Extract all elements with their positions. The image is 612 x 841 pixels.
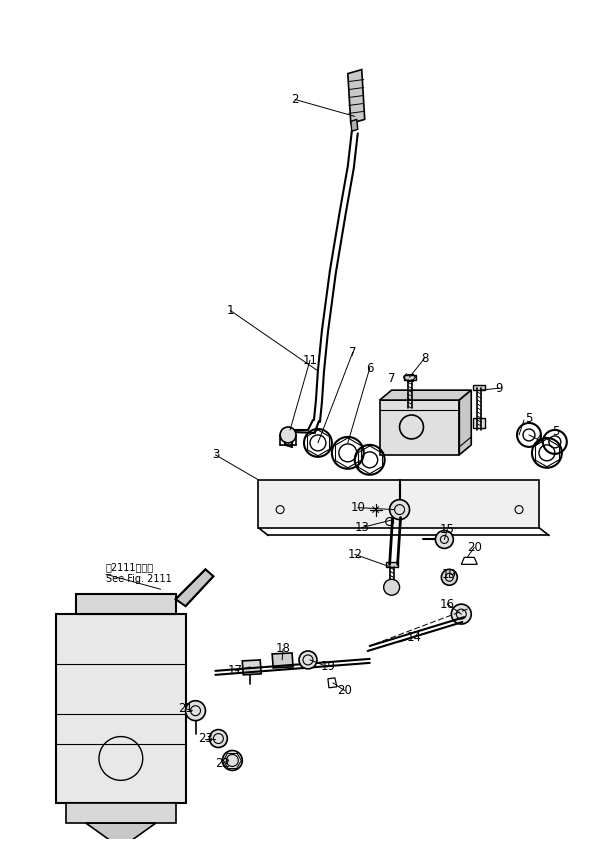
Polygon shape bbox=[86, 823, 155, 841]
Polygon shape bbox=[56, 614, 185, 803]
Circle shape bbox=[390, 500, 409, 520]
Circle shape bbox=[209, 730, 228, 748]
Text: 23: 23 bbox=[198, 732, 213, 745]
Text: 14: 14 bbox=[407, 631, 422, 643]
Text: 2: 2 bbox=[291, 93, 299, 106]
Text: 5: 5 bbox=[552, 426, 559, 438]
Circle shape bbox=[222, 750, 242, 770]
Polygon shape bbox=[258, 479, 539, 527]
Polygon shape bbox=[272, 653, 293, 668]
Polygon shape bbox=[348, 70, 365, 124]
Text: 15: 15 bbox=[440, 523, 455, 536]
Text: 20: 20 bbox=[337, 685, 353, 697]
Text: 10: 10 bbox=[350, 501, 365, 514]
Circle shape bbox=[384, 579, 400, 595]
Text: 17: 17 bbox=[228, 664, 243, 677]
Text: 8: 8 bbox=[421, 352, 428, 365]
Circle shape bbox=[185, 701, 206, 721]
Text: 18: 18 bbox=[275, 643, 291, 655]
Circle shape bbox=[299, 651, 317, 669]
Polygon shape bbox=[242, 660, 261, 674]
Circle shape bbox=[435, 531, 453, 548]
Circle shape bbox=[280, 427, 296, 443]
Circle shape bbox=[451, 604, 471, 624]
Text: 21: 21 bbox=[178, 702, 193, 715]
Text: 6: 6 bbox=[366, 362, 373, 375]
Circle shape bbox=[441, 569, 457, 585]
Text: 19: 19 bbox=[442, 568, 457, 581]
Text: 1: 1 bbox=[226, 304, 234, 317]
Polygon shape bbox=[459, 390, 471, 455]
Text: 5: 5 bbox=[525, 411, 532, 425]
Text: 7: 7 bbox=[349, 346, 357, 359]
Polygon shape bbox=[403, 375, 416, 380]
Polygon shape bbox=[176, 569, 214, 606]
Text: 9: 9 bbox=[495, 382, 503, 394]
Text: 11: 11 bbox=[302, 354, 318, 367]
Polygon shape bbox=[473, 385, 485, 390]
Text: 4: 4 bbox=[535, 433, 543, 447]
Polygon shape bbox=[351, 119, 358, 131]
Polygon shape bbox=[386, 563, 398, 568]
Text: 20: 20 bbox=[467, 541, 482, 554]
Text: 19: 19 bbox=[321, 660, 335, 674]
Text: 3: 3 bbox=[212, 448, 219, 462]
Text: 22: 22 bbox=[215, 757, 230, 770]
Text: 13: 13 bbox=[354, 521, 369, 534]
Text: 7: 7 bbox=[388, 372, 395, 384]
Text: See Fig. 2111: See Fig. 2111 bbox=[106, 574, 171, 584]
Polygon shape bbox=[473, 418, 485, 428]
Polygon shape bbox=[66, 803, 176, 823]
Polygon shape bbox=[76, 595, 176, 614]
Polygon shape bbox=[379, 390, 471, 400]
Text: 16: 16 bbox=[440, 598, 455, 611]
Text: 12: 12 bbox=[347, 547, 362, 561]
Polygon shape bbox=[379, 400, 459, 455]
Text: 図2111図参照: 図2111図参照 bbox=[106, 563, 154, 573]
